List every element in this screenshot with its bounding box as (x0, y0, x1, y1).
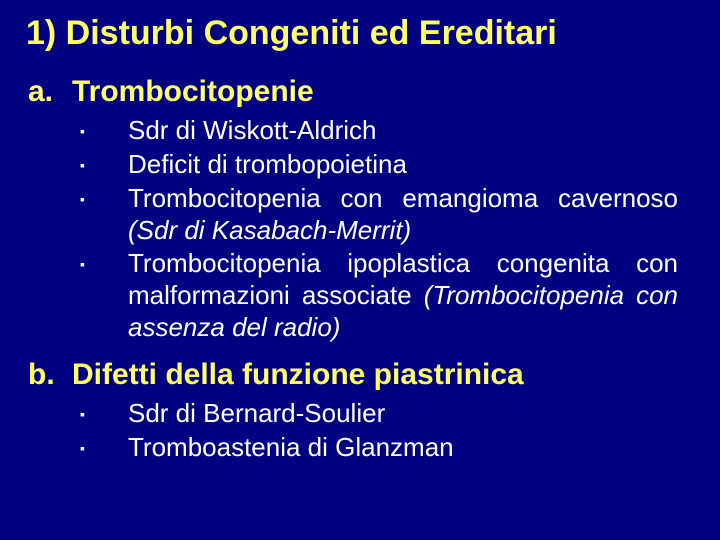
section-text: Difetti della funzione piastrinica (72, 358, 524, 392)
list-item: ▪ Trombocitopenia ipoplastica congenita … (80, 248, 700, 343)
list-item: ▪ Tromboastenia di Glanzman (80, 432, 700, 464)
slide-title: 1) Disturbi Congeniti ed Ereditari (26, 14, 700, 53)
list-item: ▪ Deficit di trombopoietina (80, 149, 700, 181)
square-bullet-icon: ▪ (80, 432, 128, 464)
section-text: Trombocitopenie (72, 75, 314, 109)
bullet-text: Trombocitopenia ipoplastica congenita co… (128, 248, 700, 343)
slide: 1) Disturbi Congeniti ed Ereditari a. Tr… (0, 0, 720, 540)
square-bullet-icon: ▪ (80, 115, 128, 147)
bullet-list-a: ▪ Sdr di Wiskott-Aldrich ▪ Deficit di tr… (20, 115, 700, 344)
bullet-text: Sdr di Bernard-Soulier (128, 398, 700, 430)
bullet-text: Sdr di Wiskott-Aldrich (128, 115, 700, 147)
square-bullet-icon: ▪ (80, 183, 128, 215)
section-letter: b. (28, 358, 72, 392)
bullet-italic: (Sdr di Kasabach-Merrit) (128, 215, 411, 245)
square-bullet-icon: ▪ (80, 149, 128, 181)
list-item: ▪ Sdr di Wiskott-Aldrich (80, 115, 700, 147)
bullet-pre: Trombocitopenia con emangioma cavernoso (128, 183, 678, 213)
section-heading-b: b. Difetti della funzione piastrinica (28, 358, 700, 392)
bullet-text: Trombocitopenia con emangioma cavernoso … (128, 183, 700, 246)
bullet-text: Deficit di trombopoietina (128, 149, 700, 181)
section-heading-a: a. Trombocitopenie (28, 75, 700, 109)
square-bullet-icon: ▪ (80, 398, 128, 430)
bullet-list-b: ▪ Sdr di Bernard-Soulier ▪ Tromboastenia… (20, 398, 700, 464)
list-item: ▪ Sdr di Bernard-Soulier (80, 398, 700, 430)
square-bullet-icon: ▪ (80, 248, 128, 280)
bullet-text: Tromboastenia di Glanzman (128, 432, 700, 464)
list-item: ▪ Trombocitopenia con emangioma cavernos… (80, 183, 700, 246)
section-letter: a. (28, 75, 72, 109)
